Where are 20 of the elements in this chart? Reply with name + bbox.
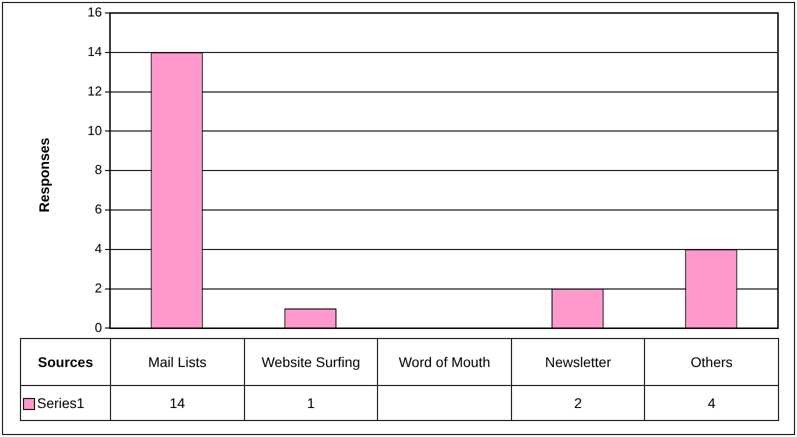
data-label: 2 bbox=[511, 386, 645, 420]
legend-label: Series1 bbox=[20, 386, 110, 420]
y-tick-label: 2 bbox=[94, 280, 102, 296]
x-tick-label: Word of Mouth bbox=[378, 338, 512, 386]
y-axis-title: Responses bbox=[36, 138, 52, 212]
data-label: 4 bbox=[644, 386, 778, 420]
y-tick-label: 16 bbox=[88, 4, 102, 20]
x-tick-label: Newsletter bbox=[511, 338, 645, 386]
y-tick-label: 4 bbox=[94, 240, 102, 256]
data-label: 1 bbox=[244, 386, 378, 420]
y-tick-label: 10 bbox=[88, 122, 102, 138]
y-tick-label: 8 bbox=[94, 162, 102, 178]
y-tick-label: 0 bbox=[94, 320, 102, 335]
y-tick-label: 12 bbox=[88, 83, 102, 98]
x-tick-label: Website Surfing bbox=[244, 338, 378, 386]
x-tick-label: Mail Lists bbox=[110, 338, 244, 386]
y-tick-label: 14 bbox=[88, 44, 102, 59]
y-tick-label: 6 bbox=[94, 202, 102, 217]
x-axis-title: Sources bbox=[20, 338, 110, 386]
x-tick-label: Others bbox=[644, 338, 778, 386]
